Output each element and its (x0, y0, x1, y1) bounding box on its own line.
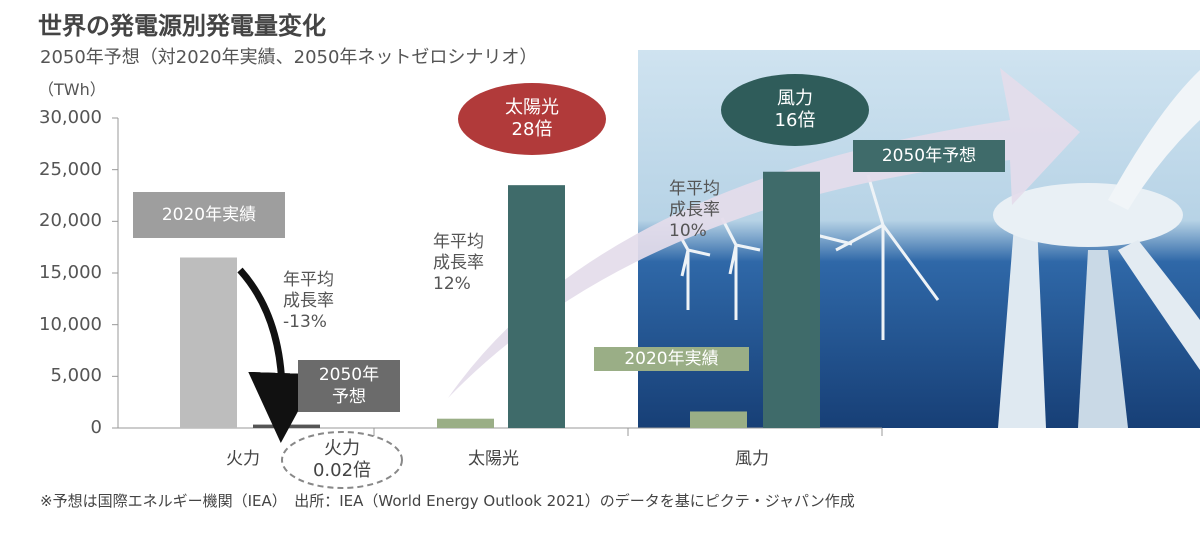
bar-solar-2050 (508, 185, 565, 428)
solar-badge-line2: 28倍 (511, 119, 553, 140)
solar-badge-ellipse (458, 83, 606, 155)
label-2050-forecast-thermal: 2050年 予想 (298, 360, 400, 412)
y-tick-label: 15,000 (39, 262, 102, 283)
solar-multiple-badge: 太陽光 28倍 (462, 90, 602, 148)
bar-thermal-2050 (253, 424, 320, 428)
wind-badge-line2: 16倍 (774, 110, 816, 131)
label-2050-forecast-thermal-line1: 2050年 (318, 365, 380, 385)
y-axis-unit: （TWh） (38, 80, 106, 99)
chart-subtitle: 2050年予想（対2020年実績、2050年ネットゼロシナリオ） (40, 47, 538, 68)
thermal-decline-arrow (237, 267, 319, 443)
bar-wind-2020 (690, 411, 747, 428)
bar-wind-2050 (763, 171, 820, 428)
thermal-growth-rate: 年平均 成長率 -13% (283, 270, 334, 332)
x-label-solar: 太陽光 (468, 449, 519, 469)
y-tick-label: 0 (90, 417, 102, 438)
y-tick-label: 10,000 (39, 313, 102, 335)
thermal-ratio-ellipse (281, 431, 403, 489)
wind-turbine-illustration (672, 70, 1200, 428)
wind-multiple-badge: 風力 16倍 (725, 81, 865, 139)
label-2050-forecast-thermal-line2: 予想 (332, 387, 366, 407)
y-tick-label: 25,000 (39, 158, 102, 180)
footnote-source: ※予想は国際エネルギー機関（IEA） 出所：IEA（World Energy O… (40, 492, 855, 510)
label-2050-forecast-renewable: 2050年予想 (853, 140, 1005, 172)
wind-growth-rate: 年平均 成長率 10% (669, 179, 720, 241)
x-label-thermal: 火力 (226, 449, 260, 469)
thermal-ratio-line1: 火力 (324, 438, 360, 459)
y-tick-label: 30,000 (39, 107, 102, 128)
wind-badge-ellipse (721, 74, 869, 146)
label-2020-actual-thermal: 2020年実績 (133, 192, 285, 238)
x-label-wind: 風力 (735, 449, 769, 469)
chart-title: 世界の発電源別発電量変化 (38, 12, 326, 40)
label-2020-actual-renewable: 2020年実績 (594, 347, 749, 371)
thermal-ratio-line2: 0.02倍 (312, 460, 372, 481)
thermal-multiple-label: 火力 0.02倍 (288, 434, 396, 486)
solar-badge-line1: 太陽光 (505, 97, 559, 118)
bar-solar-2020 (437, 418, 494, 428)
wind-badge-line1: 風力 (777, 88, 813, 109)
y-tick-label: 5,000 (50, 365, 102, 387)
solar-growth-rate: 年平均 成長率 12% (433, 232, 484, 294)
y-tick-label: 20,000 (39, 210, 102, 232)
bar-thermal-2020 (180, 257, 237, 428)
